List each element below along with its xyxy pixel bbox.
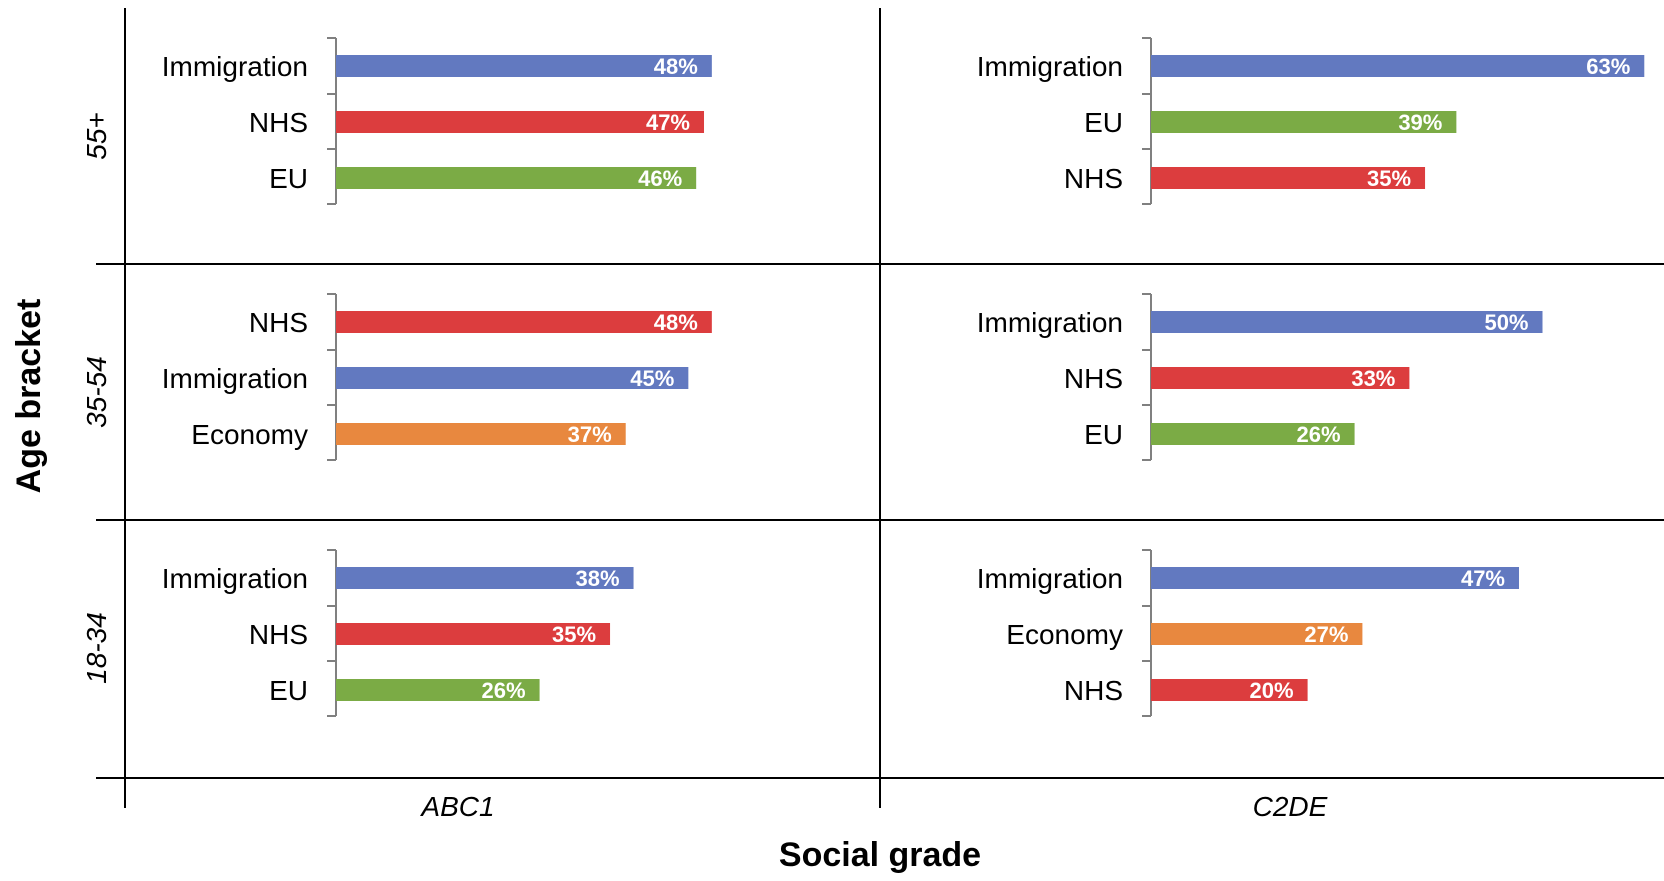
bar — [336, 567, 634, 589]
bar — [1151, 167, 1426, 189]
category-label: EU — [269, 163, 308, 194]
category-label: Immigration — [977, 51, 1123, 82]
data-label: 20% — [1250, 678, 1294, 703]
category-label: NHS — [1064, 363, 1123, 394]
bar — [1151, 111, 1457, 133]
data-label: 38% — [575, 566, 619, 591]
bar — [336, 623, 611, 645]
row-label: 35-54 — [81, 356, 112, 428]
category-label: NHS — [1064, 163, 1123, 194]
bar — [1151, 423, 1355, 445]
panel: Immigration 63% EU 39% NHS 35% — [977, 37, 1645, 205]
panel: Immigration 47% Economy 27% NHS 20% — [977, 549, 1520, 717]
bar — [1151, 679, 1308, 701]
bar — [336, 167, 697, 189]
bar — [1151, 567, 1520, 589]
category-label: Immigration — [162, 363, 308, 394]
y-axis-title: Age bracket — [10, 299, 48, 494]
category-label: Immigration — [977, 563, 1123, 594]
data-label: 63% — [1586, 54, 1630, 79]
data-label: 37% — [568, 422, 612, 447]
category-label: NHS — [249, 619, 308, 650]
category-label: Immigration — [977, 307, 1123, 338]
data-label: 48% — [654, 54, 698, 79]
category-label: Immigration — [162, 51, 308, 82]
data-label: 48% — [654, 310, 698, 335]
data-label: 47% — [646, 110, 690, 135]
bar — [336, 111, 705, 133]
column-label: C2DE — [1253, 791, 1328, 822]
row-label: 18-34 — [81, 612, 112, 684]
category-label: Economy — [1006, 619, 1123, 650]
panel: Immigration 38% NHS 35% EU 26% — [162, 549, 634, 717]
data-label: 35% — [1367, 166, 1411, 191]
data-label: 26% — [1297, 422, 1341, 447]
panel: NHS 48% Immigration 45% Economy 37% — [162, 293, 712, 461]
data-label: 39% — [1398, 110, 1442, 135]
category-label: EU — [1084, 107, 1123, 138]
bar — [336, 55, 712, 77]
axis-labels: 55+ 35-54 18-34 ABC1 C2DE — [81, 112, 1328, 822]
data-label: 27% — [1304, 622, 1348, 647]
column-label: ABC1 — [419, 791, 494, 822]
panel: Immigration 48% NHS 47% EU 46% — [162, 37, 712, 205]
x-axis-title: Social grade — [779, 836, 981, 874]
bar — [1151, 367, 1410, 389]
panels: Immigration 48% NHS 47% EU 46% Immigration 63% E… — [162, 37, 1645, 717]
category-label: NHS — [249, 107, 308, 138]
category-label: EU — [1084, 419, 1123, 450]
bar — [336, 423, 626, 445]
data-label: 45% — [630, 366, 674, 391]
category-label: EU — [269, 675, 308, 706]
data-label: 50% — [1484, 310, 1528, 335]
data-label: 35% — [552, 622, 596, 647]
row-label: 55+ — [81, 112, 112, 160]
bar — [336, 311, 712, 333]
data-label: 47% — [1461, 566, 1505, 591]
data-label: 26% — [482, 678, 526, 703]
bar — [336, 679, 540, 701]
category-label: Economy — [191, 419, 308, 450]
data-label: 46% — [638, 166, 682, 191]
bar — [336, 367, 689, 389]
bar — [1151, 55, 1645, 77]
panel-grid — [96, 8, 1664, 808]
category-label: NHS — [1064, 675, 1123, 706]
panel: Immigration 50% NHS 33% EU 26% — [977, 293, 1543, 461]
bar — [1151, 311, 1543, 333]
category-label: Immigration — [162, 563, 308, 594]
bar — [1151, 623, 1363, 645]
data-label: 33% — [1351, 366, 1395, 391]
category-label: NHS — [249, 307, 308, 338]
